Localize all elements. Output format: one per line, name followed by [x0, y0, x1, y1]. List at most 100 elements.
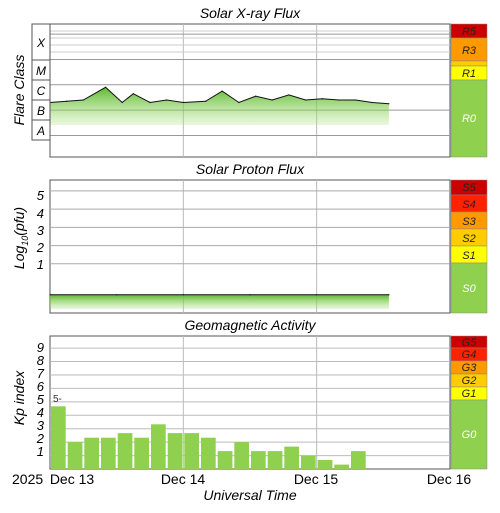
grid-lines — [50, 24, 450, 469]
proton-area — [50, 294, 389, 309]
proton-tick-2: 2 — [36, 240, 45, 255]
radiation-storm-scale: S5 S4 S3 S2 S1 S0 — [450, 179, 488, 314]
proton-tick-5: 5 — [37, 188, 45, 203]
kp-bar-2 — [84, 437, 99, 469]
proton-y-ticks: 5 4 3 2 1 — [36, 188, 45, 272]
scale-s0 — [450, 262, 488, 314]
xray-point — [388, 103, 390, 105]
xray-title: Solar X-ray Flux — [200, 5, 301, 21]
scale-g1-label: G1 — [462, 388, 477, 400]
kp-bar-0 — [51, 406, 66, 469]
proton-point — [249, 294, 251, 296]
kp-bars — [51, 406, 366, 469]
xray-point — [338, 99, 340, 101]
kp-bar-18 — [351, 451, 366, 469]
scale-g3-label: G3 — [462, 362, 478, 374]
geomag-title: Geomagnetic Activity — [185, 317, 317, 333]
xray-point — [104, 86, 107, 88]
proton-ylabel-sub: 10 — [20, 236, 30, 246]
scale-r1-label: R1 — [462, 68, 476, 80]
xray-point — [121, 101, 123, 104]
xray-point — [288, 94, 290, 96]
x-tick-dec13: Dec 13 — [50, 471, 95, 487]
kp-tick-5: 5 — [37, 392, 45, 407]
xray-point — [238, 101, 240, 104]
x-tick-dec14: Dec 14 — [161, 471, 206, 487]
scale-r0-label: R0 — [462, 113, 477, 125]
scale-r5-label: R5 — [462, 26, 477, 38]
kp-tick-2: 2 — [36, 431, 45, 446]
kp-tick-7: 7 — [37, 366, 45, 381]
kp-bar-14 — [284, 446, 299, 469]
proton-tick-1: 1 — [37, 257, 44, 272]
xray-point — [321, 98, 323, 100]
kp-tick-1: 1 — [37, 444, 44, 459]
xray-ylabel: Flare Class — [11, 55, 27, 126]
kp-bar-7 — [167, 433, 183, 469]
kp-bar-12 — [251, 451, 266, 469]
kp-tick-3: 3 — [37, 418, 45, 433]
x-axis-label: Universal Time — [203, 487, 296, 503]
class-c: C — [37, 84, 46, 98]
xray-area — [50, 87, 389, 125]
kp-tick-6: 6 — [37, 379, 45, 394]
flare-class-ladder: X M C B A — [31, 23, 51, 141]
kp-y-ticks: 9 8 7 6 5 4 3 2 1 — [36, 340, 45, 459]
proton-ylabel-base: Log — [11, 246, 27, 270]
x-tick-dec16: Dec 16 — [427, 471, 472, 487]
x-axis: 2025 Dec 13 Dec 14 Dec 15 Dec 16 Univers… — [12, 471, 471, 503]
kp-bar-5 — [134, 437, 149, 469]
geomag-ylabel: Kp index — [11, 370, 27, 425]
xray-point — [182, 101, 184, 104]
xray-point — [149, 101, 151, 104]
scale-s1-label: S1 — [462, 250, 475, 262]
kp-bar-9 — [201, 437, 216, 469]
radio-blackout-scale: R5 R3 R1 R0 — [450, 23, 488, 158]
kp-bar-10 — [217, 451, 233, 469]
scale-g5-label: G5 — [462, 337, 478, 349]
xray-point — [204, 100, 207, 102]
proton-title: Solar Proton Flux — [196, 161, 305, 177]
xray-point — [82, 99, 84, 101]
kp-bar-4 — [117, 433, 133, 469]
kp-tick-9: 9 — [37, 340, 44, 355]
scale-r3-label: R3 — [462, 45, 477, 57]
proton-series — [49, 294, 390, 309]
proton-ylabel-rest: (pfu) — [11, 207, 27, 236]
scale-s0-label: S0 — [462, 283, 476, 295]
kp-bar-16 — [317, 460, 333, 469]
scale-s5-label: S5 — [462, 182, 476, 194]
class-x: X — [36, 36, 46, 50]
proton-point — [182, 294, 184, 296]
class-b: B — [37, 104, 45, 118]
xray-point — [221, 90, 223, 92]
proton-tick-4: 4 — [37, 206, 44, 221]
xray-series — [49, 86, 390, 125]
xray-plot-frame — [49, 23, 451, 158]
class-a: A — [36, 124, 45, 138]
xray-point — [304, 99, 307, 101]
kp-bar-6 — [151, 424, 166, 469]
scale-g2-label: G2 — [462, 375, 477, 387]
scale-r2-band — [450, 60, 488, 67]
xray-point — [271, 99, 273, 101]
x-tick-dec15: Dec 15 — [294, 471, 339, 487]
kp-bar-17 — [334, 464, 349, 469]
xray-point — [66, 100, 68, 102]
proton-ylabel: Log10(pfu) — [11, 207, 30, 269]
scale-s2-label: S2 — [462, 233, 475, 245]
scale-r0 — [450, 79, 488, 158]
kp-tick-4: 4 — [37, 405, 44, 420]
scale-s3-label: S3 — [462, 216, 476, 228]
kp-tick-8: 8 — [37, 353, 45, 368]
proton-point — [49, 294, 51, 296]
kp-bar-15 — [301, 455, 316, 469]
scale-g0 — [450, 399, 488, 470]
xray-point — [354, 99, 357, 101]
proton-point — [316, 294, 318, 296]
xray-point — [166, 99, 168, 101]
proton-point — [388, 294, 390, 296]
kp-peak-label: 5- — [53, 394, 62, 405]
x-axis-year: 2025 — [12, 471, 43, 487]
